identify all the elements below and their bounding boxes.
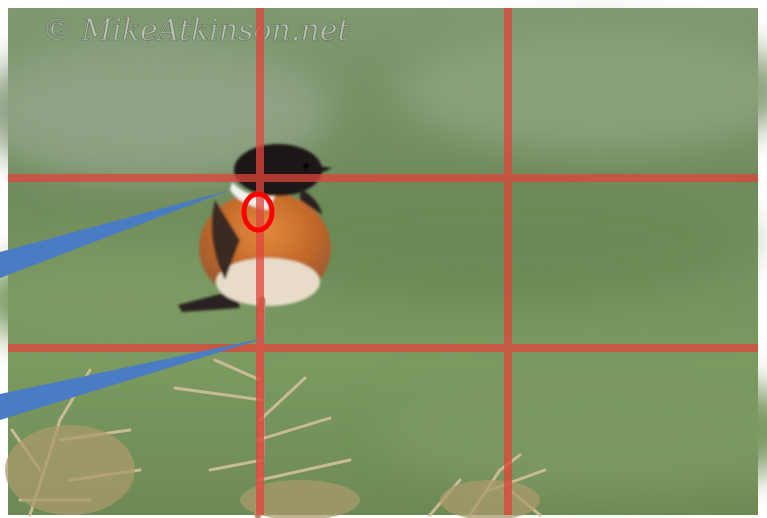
gorse-fill [5,425,540,518]
focus-circle [241,191,275,233]
background-blur [0,30,767,490]
callout-pointer [0,338,265,420]
callout-pointer [0,190,230,278]
thirds-grid [8,8,758,515]
photo: © MikeAtkinson.net [0,8,767,518]
watermark: © MikeAtkinson.net [42,13,350,48]
